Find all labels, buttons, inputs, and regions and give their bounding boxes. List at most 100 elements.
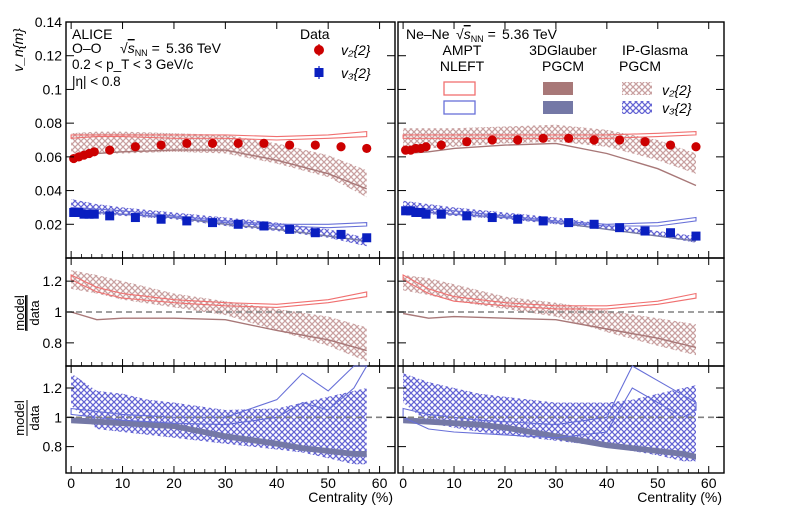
nene-v3-point	[436, 209, 446, 219]
legend-v2-label: v₂{2}	[341, 42, 371, 58]
nene-v3-point	[538, 216, 548, 226]
x-tick-label: 30	[218, 475, 234, 491]
oo-v2-point	[89, 147, 99, 157]
legend-v3-label: v₃{2}	[341, 65, 371, 81]
legend-glauber-line2: PGCM	[542, 58, 584, 74]
oo-v2-point	[233, 138, 243, 148]
oo-v2-point	[310, 140, 320, 150]
y-tick-label: 0.06	[35, 149, 62, 165]
oo-glasma-v2-band	[71, 131, 367, 198]
nene-v3-point	[487, 213, 497, 223]
oo-system: O–O	[72, 40, 102, 56]
legend-v3-marker	[314, 68, 324, 77]
oo-v2-point	[285, 140, 295, 150]
nene-v2-point	[564, 133, 574, 143]
y-tick-label: 1.2	[43, 380, 63, 396]
y-tick-label: 0.8	[43, 439, 63, 455]
oo-v3-point	[84, 209, 94, 219]
nene-ampt-v3-ratio-band	[402, 365, 697, 439]
nene-v2-point	[462, 137, 472, 147]
nene-ampt-v2-ratio-band	[402, 274, 697, 310]
oo-v3-point	[79, 209, 89, 219]
oo-eta-cut: |η| < 0.8	[72, 74, 121, 89]
oo-glasma-v3-band	[71, 199, 367, 247]
legend-glasma-line2: PGCM	[619, 58, 661, 74]
oo-glauber-v2-line	[71, 149, 367, 190]
nene-glauber-v2-ratio	[402, 312, 697, 349]
x-tick-label: 50	[320, 475, 336, 491]
y-tick-label: 0.12	[35, 48, 62, 64]
x-tick-label: 40	[269, 475, 285, 491]
model-curves	[70, 124, 697, 465]
nene-v3-point	[462, 211, 472, 221]
nene-glauber-v3-line	[403, 211, 697, 242]
legend-models-v3-label: v₃{2}	[662, 100, 692, 116]
nene-v3-point	[666, 228, 676, 238]
x-tick-label: 50	[650, 475, 666, 491]
nene-glasma-v2-ratio-band	[403, 275, 696, 356]
data-legend: Data v₂{2} v₃{2}	[300, 26, 371, 81]
oo-ampt-v2-band	[70, 131, 368, 141]
ratio2-ylabel: model data	[12, 400, 42, 436]
legend-ampt-v3-swatch	[443, 100, 476, 115]
oo-v3-point	[182, 216, 192, 226]
oo-glauber-v3-ratio-band	[71, 417, 367, 457]
legend-data-title: Data	[300, 26, 330, 42]
ratio2-ylabel-top: model	[12, 400, 27, 436]
y-tick-label: 1.2	[43, 273, 63, 289]
oo-v2-point	[336, 142, 346, 152]
model-legend: AMPT NLEFT 3DGlauber PGCM IP-Glasma PGCM…	[440, 42, 692, 116]
x-tick-label: 60	[701, 475, 717, 491]
oo-v3-point	[233, 219, 243, 229]
x-tick-label: 20	[497, 475, 513, 491]
legend-glasma-line1: IP-Glasma	[622, 42, 688, 58]
frame-nene-ratio3	[397, 365, 725, 474]
nene-v3-point	[416, 207, 426, 217]
oo-v3-point	[89, 209, 99, 219]
y-tick-label: 0.8	[43, 335, 63, 351]
legend-glauber-v2-swatch	[543, 82, 573, 95]
nene-v2-point	[513, 135, 523, 145]
oo-v3-point	[130, 213, 140, 223]
xlabel-right: Centrality (%)	[637, 489, 722, 505]
legend-glauber-line1: 3DGlauber	[529, 42, 597, 58]
oo-experiment: ALICE	[72, 26, 112, 42]
y-tick-label: 0.08	[35, 115, 62, 131]
oo-v3-point	[310, 228, 320, 238]
oo-v3-point	[362, 233, 372, 243]
x-tick-label: 40	[599, 475, 615, 491]
legend-ampt-v2-swatch	[443, 81, 476, 96]
oo-v2-point	[259, 138, 269, 148]
nene-v3-point	[406, 206, 416, 216]
frame-oo-ratio3	[65, 365, 396, 474]
legend-models-v2-label: v₂{2}	[662, 82, 692, 98]
ratio1-ylabel-bottom: data	[27, 300, 42, 326]
nene-v3-point	[421, 209, 431, 219]
nene-v3-point	[411, 207, 421, 217]
x-tick-label: 30	[548, 475, 564, 491]
oo-v3-point	[259, 221, 269, 231]
legend-glasma-v3-swatch	[622, 101, 652, 114]
nene-v3-point	[401, 206, 411, 216]
nene-v3-point	[589, 219, 599, 229]
nene-v3-point	[615, 223, 625, 233]
nene-v2-point	[421, 142, 431, 152]
vn-ylabel: v_n{m}	[10, 28, 26, 72]
legend-glasma-v2-swatch	[622, 82, 652, 95]
nene-v2-point	[640, 137, 650, 147]
y-tick-label: 0.14	[35, 14, 62, 30]
oo-v3-point	[74, 207, 84, 217]
x-tick-label: 10	[115, 475, 131, 491]
oo-v3-point	[69, 207, 79, 217]
oo-v2-point	[182, 138, 192, 148]
oo-v2-point	[105, 145, 115, 155]
oo-v2-point	[207, 138, 218, 148]
legend-v2-marker	[314, 45, 324, 55]
oo-pt-cut: 0.2 < p_T < 3 GeV/c	[72, 57, 194, 72]
nene-v2-point	[665, 140, 676, 150]
oo-v3-point	[105, 211, 115, 221]
oo-v2-point	[156, 140, 166, 150]
oo-sqrt-snn: √sNN =	[120, 40, 160, 58]
axis-ticks: 0 10 20 30 40 50 600.020.040.060.080.10.120.14…	[35, 14, 724, 491]
nene-v2-point	[589, 135, 599, 145]
